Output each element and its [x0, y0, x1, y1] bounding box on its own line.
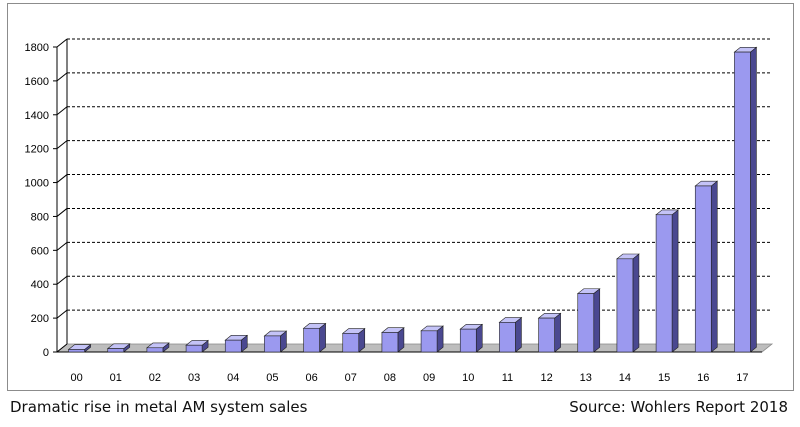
x-tick-label: 01 [110, 372, 122, 384]
chart-caption: Dramatic rise in metal AM system sales [10, 398, 308, 416]
bar [185, 344, 203, 353]
bar-side [515, 316, 522, 353]
x-tick-label: 04 [227, 372, 239, 384]
x-tick-label: 06 [305, 372, 317, 384]
bar [616, 258, 634, 353]
y-tick-depth [56, 275, 68, 285]
x-tick-label: 11 [502, 372, 513, 384]
bar [577, 293, 595, 353]
bar-side [671, 209, 679, 353]
y-tick-depth [56, 140, 68, 150]
y-tick-label: 400 [31, 279, 49, 291]
x-tick-label: 17 [736, 372, 748, 384]
x-tick-label: 14 [619, 372, 631, 384]
x-tick-label: 13 [580, 372, 592, 384]
chart-source: Source: Wohlers Report 2018 [569, 398, 788, 416]
y-tick-label: 1800 [25, 42, 49, 54]
y-tick-label: 800 [31, 211, 49, 223]
x-tick-label: 05 [266, 372, 278, 384]
bar-side [750, 46, 757, 353]
bar [655, 214, 673, 353]
y-tick-label: 1000 [25, 178, 49, 190]
y-tick-depth [56, 38, 68, 48]
bar [146, 347, 164, 353]
bar-side [710, 180, 718, 353]
bar-side [593, 288, 601, 353]
bar-side [554, 312, 561, 353]
y-tick-label: 0 [43, 347, 49, 359]
bar-chart: 0 200 400 600 800 1000 1200 1400 1600 1800 00 01 02 0… [25, 38, 774, 384]
y-tick-label: 1600 [25, 76, 49, 88]
y-tick-depth [56, 106, 68, 116]
bar [459, 328, 477, 353]
x-tick-label: 09 [423, 372, 435, 384]
bar [499, 322, 516, 353]
y-tick-label: 1400 [25, 110, 49, 122]
x-tick-label: 10 [462, 372, 474, 384]
x-tick-label: 00 [70, 372, 82, 384]
bar [107, 348, 125, 353]
y-tick-label: 1200 [25, 144, 49, 156]
bar [303, 327, 320, 353]
bar [734, 51, 751, 353]
y-tick-depth [56, 343, 68, 353]
bar-side [632, 253, 640, 353]
x-tick-label: 02 [149, 372, 161, 384]
y-tick-label: 200 [31, 313, 49, 325]
x-tick-label: 07 [345, 372, 357, 384]
x-tick-label: 16 [697, 372, 709, 384]
bar [68, 349, 85, 353]
x-tick-label: 15 [658, 372, 670, 384]
bar [381, 332, 399, 353]
x-tick-label: 03 [188, 372, 200, 384]
bar [538, 317, 555, 353]
bar [420, 330, 438, 353]
y-tick-depth [56, 208, 68, 217]
bar [264, 335, 281, 353]
bar [694, 185, 712, 353]
x-tick-label: 08 [384, 372, 396, 384]
y-tick-depth [56, 174, 68, 183]
bar [224, 339, 242, 353]
y-tick-label: 600 [31, 245, 49, 257]
y-tick-depth [56, 72, 68, 82]
x-tick-label: 12 [540, 372, 552, 384]
bar [342, 333, 360, 353]
y-tick-depth [56, 309, 68, 319]
y-tick-depth [56, 241, 68, 251]
